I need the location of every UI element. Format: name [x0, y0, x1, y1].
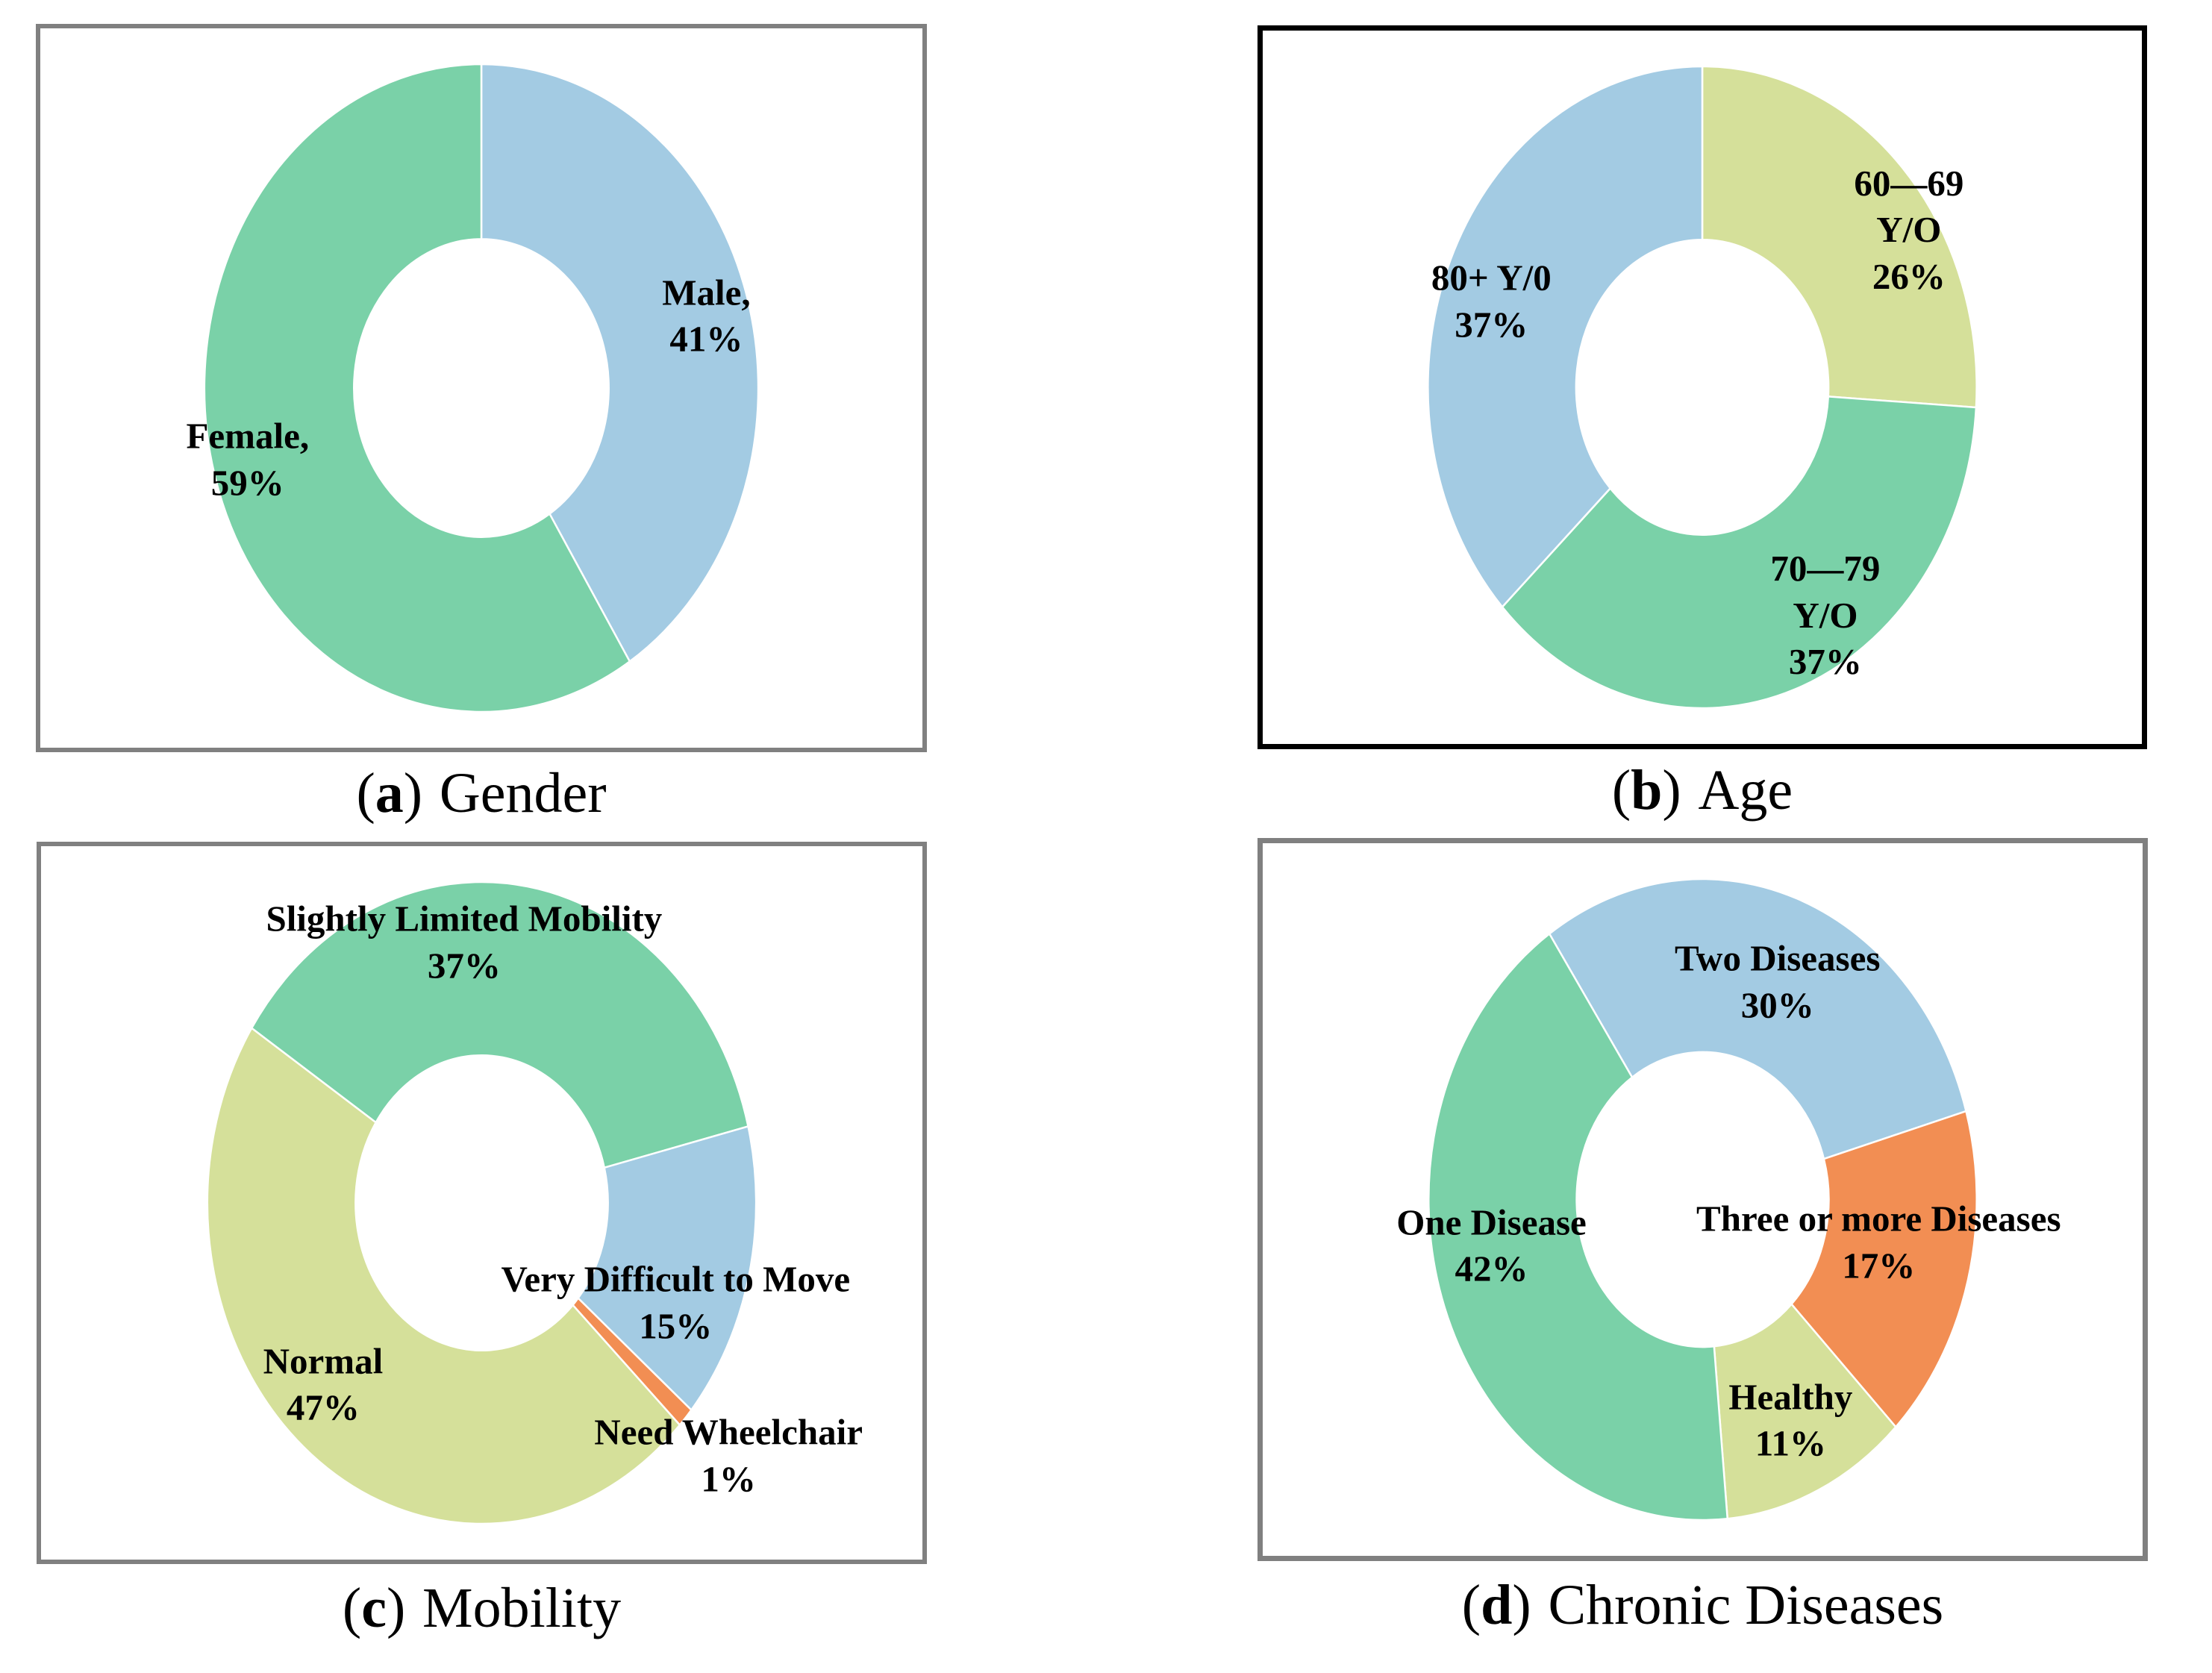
gender-donut-svg	[203, 63, 760, 713]
caption-letter: c	[361, 1577, 387, 1639]
caption-close-paren: )	[1662, 759, 1681, 822]
slice-label-line: 1%	[701, 1458, 756, 1500]
slice-label-three-or-more-diseases: Three or more Diseases 17%	[1696, 1195, 2061, 1289]
caption-open-paren: (	[356, 762, 375, 825]
slice-label-line: Healthy	[1728, 1375, 1853, 1417]
caption-mobility: (c) Mobility	[37, 1575, 927, 1642]
slice-label-line: 11%	[1755, 1422, 1827, 1464]
donut-slice-80plus-y-0	[1427, 65, 1704, 608]
slice-label-line: Male,	[662, 271, 751, 313]
slice-label-line: Normal	[263, 1340, 384, 1382]
slice-label-line: One Disease	[1396, 1201, 1587, 1242]
caption-label: Mobility	[422, 1577, 622, 1639]
slice-label-line: 37%	[427, 945, 501, 986]
slice-label-need-wheelchair: Need Wheelchair 1%	[594, 1410, 863, 1503]
slice-label-male: Male, 41%	[662, 269, 750, 363]
slice-label-line: Y/O	[1876, 209, 1942, 251]
donut-slice-60-69-y-o	[1701, 65, 1978, 409]
slice-label-80plus-y-0: 80+ Y/0 37%	[1431, 255, 1552, 348]
caption-letter: a	[375, 762, 404, 825]
donut-slice-70-79-y-o	[1501, 395, 1978, 710]
donut-slice-male	[480, 63, 760, 663]
slice-label-70-79-y-o: 70—79 Y/O 37%	[1770, 545, 1880, 686]
caption-letter: d	[1481, 1574, 1513, 1636]
age-donut-chart: 60—69 Y/O 26% 70—79 Y/O 37% 80+ Y/0 37%	[1263, 31, 2142, 744]
slice-label-line: 70—79	[1770, 547, 1881, 589]
slice-label-line: Slightly Limited Mobility	[266, 898, 663, 939]
caption-chronic-diseases: (d) Chronic Diseases	[1257, 1572, 2148, 1639]
panel-mobility: Slightly Limited Mobility 37% Very Difficu…	[37, 842, 927, 1564]
donut-slice-slightly-limited-mobility	[250, 881, 749, 1169]
slice-label-line: 80+ Y/0	[1431, 257, 1552, 298]
caption-open-paren: (	[1461, 1574, 1481, 1636]
caption-label: Gender	[439, 762, 607, 825]
caption-gender: (a) Gender	[36, 760, 927, 828]
donut-slice-female	[203, 63, 631, 713]
slice-label-line: 60—69	[1854, 162, 1964, 204]
donut-slice-one-disease	[1428, 933, 1729, 1522]
slice-label-line: 42%	[1455, 1248, 1528, 1289]
slice-label-line: Female,	[186, 415, 310, 457]
panel-gender: Male, 41% Female, 59%	[36, 24, 927, 752]
donut-slice-two-diseases	[1548, 878, 1967, 1160]
chronic-diseases-donut-svg	[1428, 878, 1978, 1522]
slice-label-line: Need Wheelchair	[594, 1411, 863, 1453]
slice-label-slightly-limited-mobility: Slightly Limited Mobility 37%	[266, 895, 662, 989]
age-donut-svg	[1427, 65, 1978, 710]
mobility-donut-chart: Slightly Limited Mobility 37% Very Difficu…	[41, 846, 922, 1560]
caption-age: (b) Age	[1257, 757, 2147, 825]
slice-label-line: 41%	[669, 318, 743, 360]
gender-donut-chart: Male, 41% Female, 59%	[40, 28, 922, 748]
slice-label-one-disease: One Disease 42%	[1396, 1199, 1587, 1292]
slice-label-healthy: Healthy 11%	[1728, 1374, 1852, 1467]
caption-label: Age	[1698, 759, 1793, 822]
slice-label-line: Three or more Diseases	[1696, 1198, 2061, 1239]
caption-close-paren: )	[386, 1577, 406, 1639]
mobility-donut-svg	[206, 881, 757, 1525]
slice-label-line: 37%	[1455, 304, 1528, 345]
slice-label-line: 30%	[1740, 984, 1814, 1026]
slice-label-two-diseases: Two Diseases 30%	[1675, 936, 1880, 1029]
donut-slice-three-or-more-diseases	[1790, 1110, 1978, 1428]
slice-label-60-69-y-o: 60—69 Y/O 26%	[1854, 160, 1963, 301]
slice-label-line: 47%	[286, 1386, 360, 1428]
slice-label-normal: Normal 47%	[263, 1338, 384, 1431]
slice-label-line: Two Diseases	[1675, 937, 1881, 979]
caption-open-paren: (	[1611, 759, 1631, 822]
caption-close-paren: )	[403, 762, 423, 825]
chronic-diseases-donut-chart: Two Diseases 30% Three or more Diseases 17%…	[1263, 843, 2143, 1556]
caption-letter: b	[1631, 759, 1663, 822]
panel-age: 60—69 Y/O 26% 70—79 Y/O 37% 80+ Y/0 37%	[1257, 25, 2147, 749]
slice-label-line: 17%	[1842, 1244, 1916, 1286]
caption-open-paren: (	[342, 1577, 362, 1639]
slice-label-line: 15%	[639, 1304, 713, 1346]
slice-label-line: 37%	[1788, 641, 1862, 683]
donut-slice-very-difficult-to-move	[577, 1125, 757, 1411]
slice-label-line: Very Difficult to Move	[501, 1258, 851, 1300]
caption-label: Chronic Diseases	[1548, 1574, 1944, 1636]
caption-close-paren: )	[1512, 1574, 1531, 1636]
panel-chronic-diseases: Two Diseases 30% Three or more Diseases 17%…	[1257, 838, 2148, 1561]
slice-label-female: Female, 59%	[186, 413, 309, 507]
donut-slice-healthy	[1713, 1303, 1897, 1520]
slice-label-line: Y/O	[1793, 594, 1858, 636]
donut-slice-normal	[206, 1027, 681, 1525]
slice-label-line: 59%	[210, 462, 284, 504]
slice-label-very-difficult-to-move: Very Difficult to Move 15%	[501, 1256, 850, 1349]
slice-label-line: 26%	[1872, 256, 1946, 298]
